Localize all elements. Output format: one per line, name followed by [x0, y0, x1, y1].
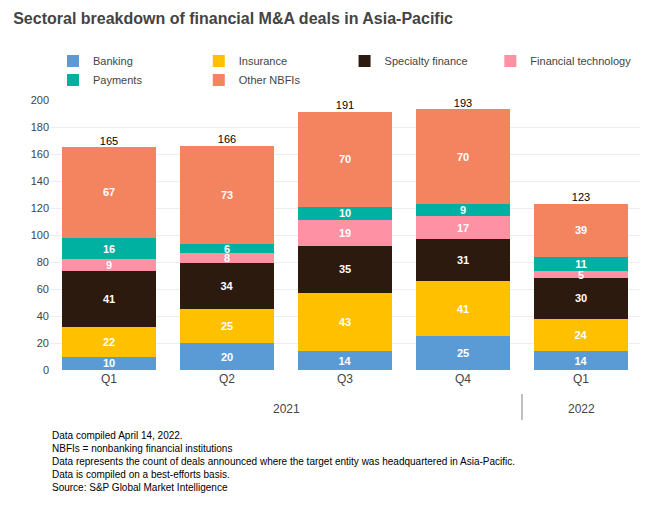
svg-text:31: 31	[457, 254, 469, 266]
svg-text:160: 160	[31, 148, 49, 160]
svg-text:Sectoral breakdown of financia: Sectoral breakdown of financial M&A deal…	[13, 10, 453, 27]
svg-text:16: 16	[103, 243, 115, 255]
svg-text:10: 10	[339, 207, 351, 219]
svg-text:17: 17	[457, 222, 469, 234]
svg-text:5: 5	[578, 269, 584, 281]
svg-text:39: 39	[575, 224, 587, 236]
svg-text:10: 10	[103, 357, 115, 369]
svg-text:193: 193	[454, 97, 472, 109]
svg-text:0: 0	[43, 364, 49, 376]
svg-text:25: 25	[457, 347, 469, 359]
svg-text:166: 166	[218, 133, 236, 145]
svg-text:41: 41	[457, 303, 469, 315]
svg-text:43: 43	[339, 316, 351, 328]
svg-text:120: 120	[31, 202, 49, 214]
svg-text:14: 14	[574, 355, 587, 367]
svg-text:Specialty finance: Specialty finance	[385, 55, 468, 67]
svg-text:30: 30	[575, 292, 587, 304]
svg-text:25: 25	[221, 320, 233, 332]
svg-text:34: 34	[220, 280, 233, 292]
svg-text:35: 35	[339, 263, 351, 275]
svg-text:8: 8	[224, 252, 230, 264]
svg-text:40: 40	[37, 310, 49, 322]
svg-text:Insurance: Insurance	[239, 55, 287, 67]
svg-text:73: 73	[221, 189, 233, 201]
svg-text:Q2: Q2	[219, 372, 235, 386]
svg-text:Q1: Q1	[573, 372, 589, 386]
svg-text:165: 165	[100, 135, 118, 147]
svg-text:Data compiled April 14, 2022.N: Data compiled April 14, 2022.NBFIs = non…	[52, 430, 515, 493]
svg-text:41: 41	[103, 293, 115, 305]
svg-text:80: 80	[37, 256, 49, 268]
svg-text:Payments: Payments	[93, 74, 142, 86]
svg-text:6: 6	[224, 243, 230, 255]
svg-text:11: 11	[575, 258, 587, 270]
svg-text:2021: 2021	[273, 402, 300, 416]
svg-text:70: 70	[457, 151, 469, 163]
svg-text:19: 19	[339, 227, 351, 239]
svg-text:9: 9	[460, 204, 466, 216]
svg-text:22: 22	[103, 336, 115, 348]
svg-text:20: 20	[37, 337, 49, 349]
svg-text:2022: 2022	[568, 402, 595, 416]
svg-text:140: 140	[31, 175, 49, 187]
svg-text:Q3: Q3	[337, 372, 353, 386]
svg-text:200: 200	[31, 94, 49, 106]
svg-text:Other NBFIs: Other NBFIs	[239, 74, 301, 86]
svg-text:180: 180	[31, 121, 49, 133]
svg-text:Q1: Q1	[101, 372, 117, 386]
svg-text:Banking: Banking	[93, 55, 133, 67]
svg-text:67: 67	[103, 186, 115, 198]
svg-text:20: 20	[221, 351, 233, 363]
svg-text:60: 60	[37, 283, 49, 295]
svg-text:70: 70	[339, 153, 351, 165]
svg-text:191: 191	[336, 99, 354, 111]
svg-text:Financial technology: Financial technology	[530, 55, 631, 67]
svg-text:14: 14	[338, 355, 351, 367]
svg-text:9: 9	[106, 259, 112, 271]
svg-text:100: 100	[31, 229, 49, 241]
svg-text:123: 123	[572, 191, 590, 203]
svg-text:Q4: Q4	[455, 372, 471, 386]
svg-text:24: 24	[574, 329, 587, 341]
